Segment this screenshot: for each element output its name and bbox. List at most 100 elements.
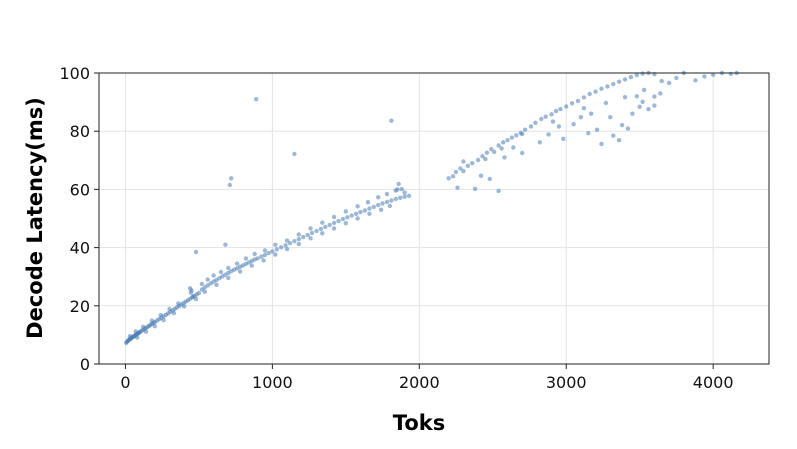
data-points xyxy=(124,70,739,346)
data-point xyxy=(226,265,231,271)
data-point xyxy=(549,112,554,117)
data-point xyxy=(254,97,259,102)
data-point xyxy=(589,111,594,116)
data-point xyxy=(270,249,275,254)
y-axis-title: Decode Latency(ms) xyxy=(23,97,47,339)
data-point xyxy=(622,77,628,82)
data-point xyxy=(634,94,639,99)
data-point xyxy=(223,242,228,247)
data-point xyxy=(533,120,538,126)
data-point xyxy=(279,245,284,250)
data-point xyxy=(205,277,210,282)
data-point xyxy=(509,135,515,140)
data-point xyxy=(296,232,301,237)
data-point xyxy=(484,150,490,155)
data-point xyxy=(343,221,348,226)
data-point xyxy=(634,72,639,78)
data-point xyxy=(262,252,268,258)
data-point xyxy=(367,206,372,211)
data-point xyxy=(249,263,254,268)
data-point xyxy=(564,104,569,109)
data-point xyxy=(273,242,278,247)
data-point xyxy=(296,237,301,242)
data-point xyxy=(487,176,492,182)
y-tick-label: 80 xyxy=(70,122,90,141)
data-point xyxy=(539,116,544,122)
data-point xyxy=(292,239,297,244)
data-point xyxy=(652,103,657,108)
data-point xyxy=(599,86,604,91)
data-point xyxy=(140,324,146,329)
data-point xyxy=(273,252,278,257)
data-point xyxy=(553,108,559,114)
data-point xyxy=(327,222,332,228)
data-point xyxy=(143,329,149,334)
data-point xyxy=(284,238,290,243)
data-point xyxy=(594,127,600,132)
data-point xyxy=(367,211,372,216)
data-point xyxy=(625,126,631,131)
data-point xyxy=(336,218,341,224)
data-point xyxy=(371,204,376,210)
data-point xyxy=(693,78,698,83)
data-point xyxy=(646,106,651,112)
data-point xyxy=(652,94,657,99)
data-point xyxy=(378,207,384,212)
data-point xyxy=(149,318,155,323)
grid-lines xyxy=(99,72,769,365)
data-point xyxy=(496,143,501,148)
y-tick-label: 60 xyxy=(70,180,90,199)
data-point xyxy=(505,138,510,143)
data-point xyxy=(611,81,616,87)
data-point xyxy=(331,226,337,231)
data-point xyxy=(406,193,412,198)
data-point xyxy=(193,296,199,302)
data-point xyxy=(450,174,456,179)
data-point xyxy=(603,100,609,106)
data-point xyxy=(640,71,645,76)
data-point xyxy=(266,250,271,256)
data-point xyxy=(243,256,249,261)
data-point xyxy=(616,138,622,143)
data-point xyxy=(622,95,628,100)
data-point xyxy=(674,75,679,81)
data-point xyxy=(376,195,381,200)
data-point xyxy=(296,241,301,247)
data-point xyxy=(500,140,506,145)
data-point xyxy=(331,214,337,220)
data-point xyxy=(593,89,598,94)
data-point xyxy=(384,191,390,197)
data-point xyxy=(520,150,525,156)
data-point xyxy=(211,273,216,278)
data-point xyxy=(384,199,390,205)
data-point xyxy=(472,186,478,191)
data-point xyxy=(561,136,566,141)
x-axis-title: Toks xyxy=(393,411,445,435)
data-point xyxy=(569,101,575,106)
data-point xyxy=(537,140,542,145)
data-point xyxy=(284,246,290,252)
data-point xyxy=(616,79,622,84)
data-point xyxy=(628,74,634,80)
data-point xyxy=(226,275,231,281)
data-point xyxy=(323,224,328,230)
data-point xyxy=(199,281,205,287)
data-point xyxy=(261,258,266,263)
data-point xyxy=(287,241,293,246)
data-point xyxy=(558,106,563,112)
data-point xyxy=(711,72,716,77)
y-tick-label: 20 xyxy=(70,297,90,316)
data-point xyxy=(402,190,407,195)
y-tick-label: 100 xyxy=(59,64,90,83)
data-point xyxy=(393,196,398,202)
data-point xyxy=(355,204,360,209)
data-point xyxy=(578,115,584,120)
data-point xyxy=(396,181,401,187)
data-point xyxy=(608,115,613,120)
data-point xyxy=(320,231,325,236)
data-point xyxy=(305,232,310,238)
data-point xyxy=(259,254,264,259)
data-point xyxy=(127,333,133,339)
data-point xyxy=(453,169,459,175)
